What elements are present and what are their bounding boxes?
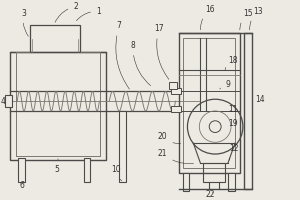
Text: 12: 12 bbox=[229, 144, 239, 160]
Text: 2: 2 bbox=[55, 2, 78, 22]
Text: 1: 1 bbox=[76, 7, 101, 21]
Text: 11: 11 bbox=[228, 105, 238, 114]
Bar bbox=[228, 173, 235, 191]
Bar bbox=[171, 106, 181, 112]
Text: 5: 5 bbox=[54, 159, 59, 174]
Text: 20: 20 bbox=[158, 132, 181, 144]
Text: 19: 19 bbox=[228, 119, 238, 128]
Text: 9: 9 bbox=[220, 80, 230, 89]
Bar bbox=[30, 25, 80, 52]
Bar bbox=[83, 158, 91, 182]
Bar bbox=[5, 95, 12, 107]
Text: 15: 15 bbox=[240, 9, 253, 30]
Text: 22: 22 bbox=[206, 190, 215, 199]
Bar bbox=[10, 52, 106, 160]
Text: 4: 4 bbox=[1, 97, 6, 106]
Bar bbox=[169, 82, 177, 89]
Text: 16: 16 bbox=[200, 5, 215, 30]
Bar bbox=[244, 33, 252, 189]
Bar bbox=[171, 88, 181, 94]
Text: 18: 18 bbox=[225, 56, 238, 70]
Text: 14: 14 bbox=[255, 95, 265, 104]
Circle shape bbox=[209, 121, 221, 133]
Bar bbox=[119, 111, 126, 182]
Bar bbox=[182, 173, 189, 191]
Polygon shape bbox=[194, 143, 235, 163]
Bar bbox=[18, 158, 25, 182]
Text: 21: 21 bbox=[158, 149, 194, 164]
Bar bbox=[184, 38, 235, 168]
Bar bbox=[203, 163, 225, 182]
Text: 13: 13 bbox=[250, 7, 262, 30]
Text: 8: 8 bbox=[130, 41, 151, 86]
Text: 7: 7 bbox=[116, 21, 129, 89]
Text: 17: 17 bbox=[154, 24, 169, 79]
Text: 10: 10 bbox=[111, 165, 122, 181]
Bar bbox=[178, 33, 240, 173]
Text: 3: 3 bbox=[22, 9, 28, 36]
Text: 6: 6 bbox=[20, 181, 25, 190]
